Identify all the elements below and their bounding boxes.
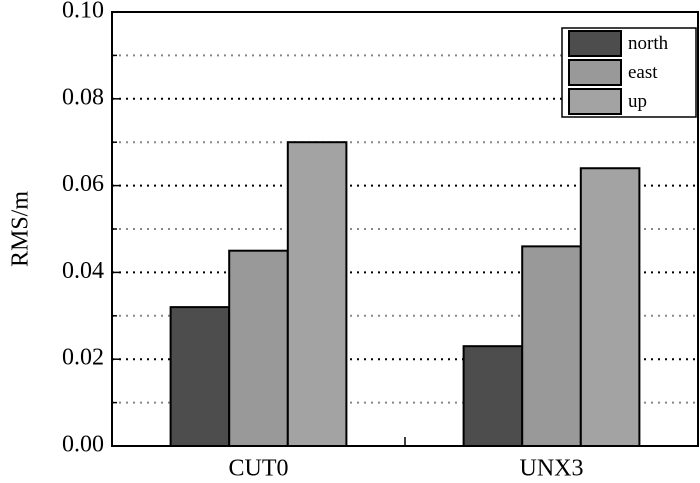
legend-label: east bbox=[628, 62, 658, 83]
plot-frame bbox=[111, 11, 699, 447]
x-tick-label: CUT0 bbox=[229, 456, 289, 482]
bar bbox=[462, 345, 524, 447]
y-tick-label: 0.00 bbox=[62, 432, 104, 458]
bar bbox=[286, 141, 348, 447]
x-tick-label: UNX3 bbox=[520, 456, 584, 482]
bar bbox=[521, 245, 582, 447]
y-tick-label: 0.02 bbox=[62, 345, 104, 371]
y-tick-label: 0.08 bbox=[62, 84, 104, 110]
legend-label: north bbox=[628, 33, 669, 54]
y-axis-label: RMS/m bbox=[8, 191, 34, 267]
bar bbox=[169, 306, 231, 447]
legend-swatch bbox=[568, 88, 622, 115]
bar bbox=[228, 249, 289, 447]
legend-swatch bbox=[568, 30, 622, 57]
legend-label: up bbox=[628, 91, 647, 112]
y-tick-label: 0.10 bbox=[62, 0, 104, 24]
y-tick-label: 0.06 bbox=[62, 171, 104, 197]
y-tick-label: 0.04 bbox=[62, 258, 104, 284]
bar bbox=[579, 167, 641, 448]
legend-swatch bbox=[568, 59, 622, 86]
